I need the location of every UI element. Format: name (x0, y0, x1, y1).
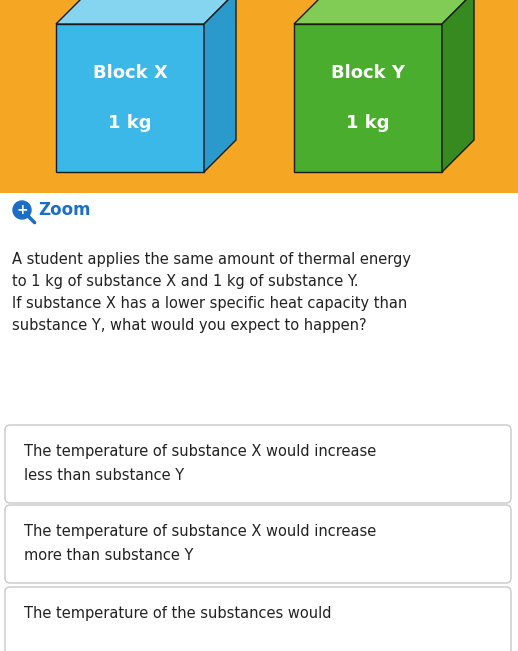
Polygon shape (204, 0, 236, 172)
FancyBboxPatch shape (5, 505, 511, 583)
Text: more than substance Y: more than substance Y (24, 548, 193, 563)
Text: If substance X has a lower specific heat capacity than: If substance X has a lower specific heat… (12, 296, 407, 311)
Polygon shape (442, 0, 474, 172)
Polygon shape (294, 24, 442, 172)
Text: Block X: Block X (93, 64, 167, 82)
Text: Zoom: Zoom (38, 201, 91, 219)
Text: 1 kg: 1 kg (108, 114, 152, 132)
Circle shape (13, 201, 31, 219)
FancyBboxPatch shape (5, 587, 511, 651)
Polygon shape (56, 0, 236, 24)
FancyBboxPatch shape (5, 425, 511, 503)
Text: substance Y, what would you expect to happen?: substance Y, what would you expect to ha… (12, 318, 367, 333)
Text: +: + (16, 203, 28, 217)
FancyBboxPatch shape (0, 193, 518, 651)
Text: 1 kg: 1 kg (346, 114, 390, 132)
Polygon shape (56, 24, 204, 172)
Text: The temperature of substance X would increase: The temperature of substance X would inc… (24, 524, 376, 539)
Text: to 1 kg of substance X and 1 kg of substance Y.: to 1 kg of substance X and 1 kg of subst… (12, 274, 358, 289)
Text: The temperature of the substances would: The temperature of the substances would (24, 606, 332, 621)
Text: A student applies the same amount of thermal energy: A student applies the same amount of the… (12, 252, 411, 267)
Text: less than substance Y: less than substance Y (24, 468, 184, 483)
Polygon shape (294, 0, 474, 24)
Text: Block Y: Block Y (331, 64, 405, 82)
Text: The temperature of substance X would increase: The temperature of substance X would inc… (24, 444, 376, 459)
